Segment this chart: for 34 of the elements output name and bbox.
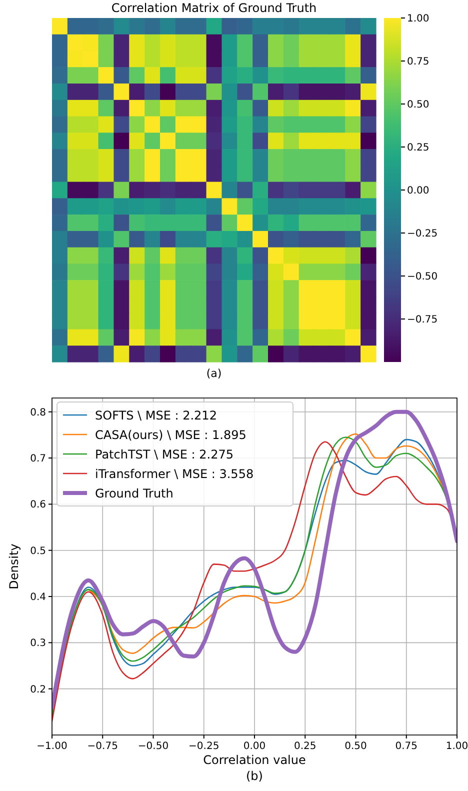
y-tick-label: 0.6	[30, 500, 46, 511]
legend-label: iTransformer \ MSE : 3.558	[95, 467, 254, 481]
chart-title: Correlation Matrix of Ground Truth	[111, 1, 317, 15]
text: (a)	[206, 367, 222, 380]
color-bar-label: 1.00	[407, 14, 430, 24]
x-axis-title: Correlation value	[203, 753, 306, 767]
color-bar-label: 0.50	[407, 100, 430, 110]
x-tick-label: 0.75	[395, 741, 418, 752]
y-axis-title: Density	[7, 544, 21, 590]
y-tick-label: 0.8	[30, 407, 46, 418]
y-tick-label: 0.3	[30, 638, 46, 650]
x-tick-label: 1.00	[446, 741, 468, 752]
legend-label: Ground Truth	[95, 486, 174, 500]
color-bar-label: 0.00	[407, 186, 430, 196]
x-tick-label: −0.25	[188, 741, 220, 752]
x-tick-label: 0.00	[243, 741, 266, 752]
legend-label: PatchTST \ MSE : 2.275	[95, 448, 234, 462]
x-tick-label: 0.50	[344, 741, 367, 752]
x-tick-label: −1.00	[36, 741, 68, 752]
color-bar-label: −0.75	[407, 314, 438, 326]
x-tick-label: −0.75	[87, 741, 118, 752]
legend-label: CASA(ours) \ MSE : 1.895	[95, 428, 246, 442]
color-bar-label: −0.25	[407, 228, 438, 240]
x-tick-label: 0.25	[294, 741, 316, 752]
y-tick-label: 0.2	[30, 684, 46, 696]
legend-label: SOFTS \ MSE : 2.212	[95, 408, 217, 422]
color-bar-label: −0.50	[407, 272, 438, 282]
y-tick-label: 0.4	[30, 592, 46, 604]
x-tick-label: −0.50	[138, 741, 169, 752]
text: (b)	[246, 769, 263, 783]
y-tick-label: 0.5	[30, 546, 46, 557]
y-tick-label: 0.7	[30, 454, 46, 465]
color-bar-label: 0.75	[407, 56, 430, 68]
color-bar-label: 0.25	[407, 142, 430, 154]
